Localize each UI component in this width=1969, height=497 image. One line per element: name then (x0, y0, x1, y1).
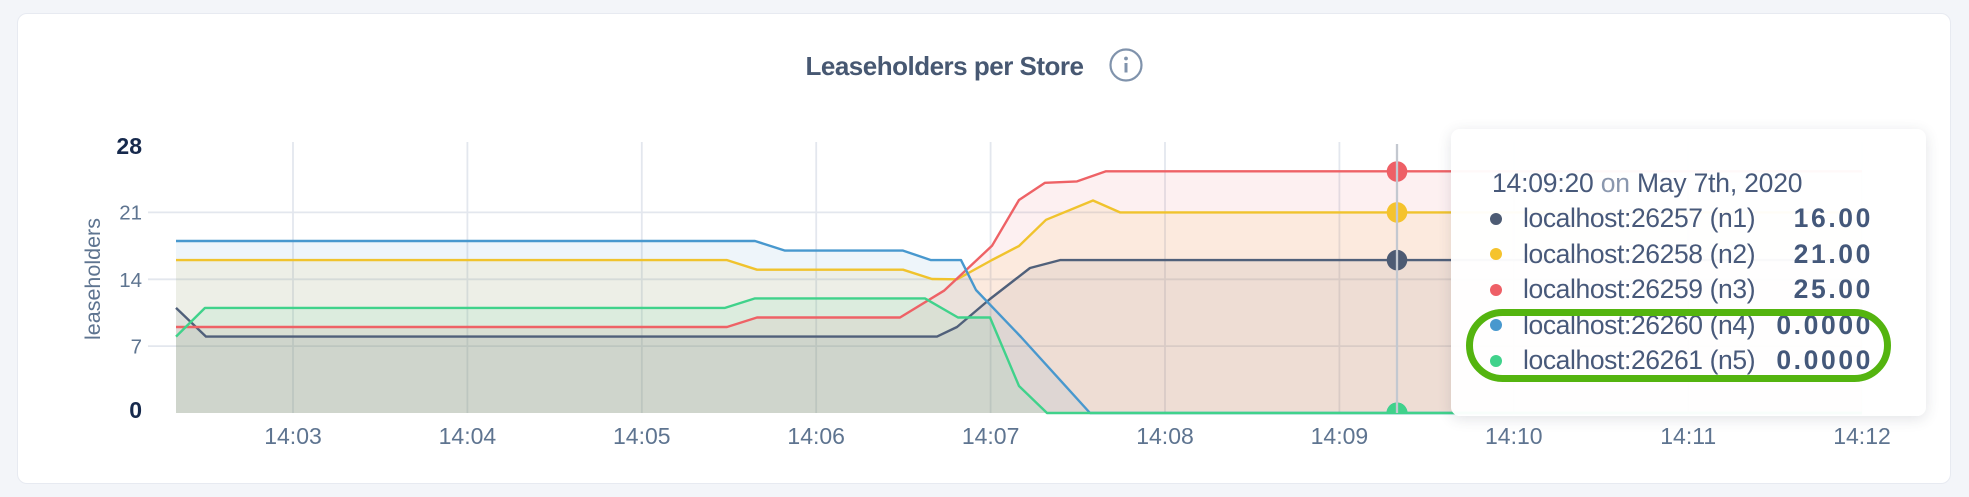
svg-text:14:04: 14:04 (439, 423, 497, 449)
svg-text:14:06: 14:06 (787, 423, 845, 449)
svg-text:14:10: 14:10 (1485, 423, 1543, 449)
svg-text:14:12: 14:12 (1833, 423, 1891, 449)
svg-text:21: 21 (119, 202, 142, 225)
svg-text:0: 0 (129, 397, 142, 423)
svg-text:14:05: 14:05 (613, 423, 671, 449)
svg-text:14:11: 14:11 (1660, 423, 1716, 449)
svg-text:14:09: 14:09 (1311, 423, 1369, 449)
svg-text:14: 14 (119, 269, 142, 292)
svg-text:14:08: 14:08 (1136, 423, 1194, 449)
svg-text:leaseholders: leaseholders (81, 218, 105, 340)
svg-text:14:03: 14:03 (264, 423, 322, 449)
svg-text:28: 28 (116, 133, 142, 159)
svg-text:14:07: 14:07 (962, 423, 1020, 449)
svg-text:7: 7 (131, 335, 142, 358)
